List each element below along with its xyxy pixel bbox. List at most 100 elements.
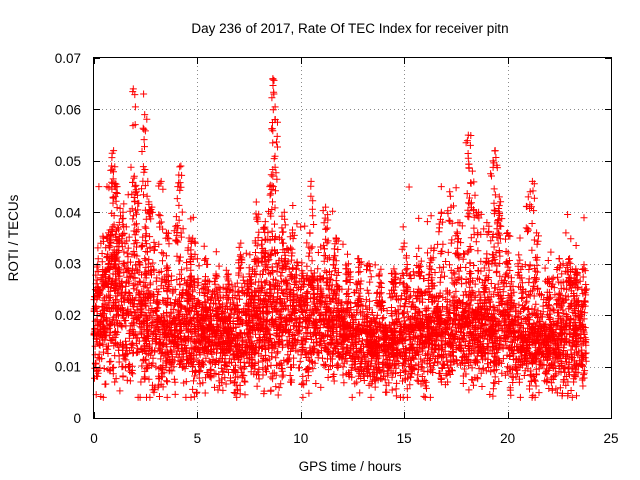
data-point [507,274,515,282]
data-point [404,283,411,291]
data-point [394,354,402,362]
data-point [509,379,517,386]
data-point [415,214,423,222]
data-point [372,319,380,327]
data-point [298,323,306,331]
data-point [325,282,333,290]
data-point [319,354,326,362]
data-point [230,310,238,318]
data-point [532,300,540,308]
data-point [270,295,277,303]
data-point [434,359,442,367]
data-point [267,387,275,395]
data-point [319,316,327,324]
data-point [219,386,227,394]
data-point [577,316,584,324]
data-point [126,377,134,385]
data-point [367,393,375,401]
data-point [303,275,311,283]
data-point [368,357,376,365]
data-point [178,363,186,371]
data-point [414,371,422,379]
data-point [474,359,481,367]
data-point [491,379,499,387]
data-point [383,307,391,315]
data-point [334,364,342,371]
data-point [511,343,518,351]
data-point [238,353,246,361]
data-point [130,285,138,293]
data-point [156,393,163,400]
data-point [434,353,442,360]
data-point [236,363,244,371]
data-point [183,356,191,364]
data-point [339,240,347,248]
data-point [464,356,472,363]
data-point [357,310,365,318]
data-point [459,291,467,299]
data-point [177,303,185,311]
data-point [544,257,552,264]
data-point [461,288,469,296]
data-points [90,75,591,401]
data-point [151,243,159,250]
data-point [558,359,566,367]
data-point [392,392,400,400]
data-point [444,361,452,369]
data-point [321,309,329,317]
data-point [218,330,226,338]
data-point [499,308,507,316]
data-point [215,371,223,378]
data-point [246,251,254,259]
data-point [306,249,313,257]
data-point [494,327,502,335]
data-point [410,288,418,296]
data-point [241,344,249,351]
data-point [576,313,584,320]
data-point [373,314,381,322]
data-point [381,322,389,330]
data-point [384,371,392,379]
data-point [512,334,520,342]
data-point [125,279,133,287]
data-point [345,369,353,376]
data-point [348,361,356,369]
data-point [371,339,379,347]
data-point [113,204,121,212]
data-point [171,390,179,398]
data-point [263,368,270,376]
data-point [418,373,426,380]
data-point [436,306,444,314]
data-point [541,264,549,272]
data-point [136,393,144,401]
data-point [489,385,497,393]
data-point [225,334,233,342]
data-point [119,304,126,312]
data-point [124,244,132,252]
data-point [388,340,396,348]
data-point [405,183,413,191]
data-point [222,266,230,274]
data-point [94,255,102,263]
data-point [452,287,460,295]
data-point [434,297,442,305]
data-point [426,262,433,270]
data-point [171,378,179,386]
data-point [123,249,131,257]
data-point [295,284,302,292]
data-point [230,389,238,396]
data-point [252,330,259,338]
data-point [188,333,196,341]
data-point [453,360,461,368]
data-point [231,306,239,314]
data-point [219,368,227,376]
data-point [419,378,427,386]
data-point [183,360,190,368]
data-point [173,252,181,260]
data-point [200,242,208,250]
data-point [141,356,149,364]
data-point [373,311,381,319]
data-point [293,220,301,228]
data-point [342,290,350,298]
